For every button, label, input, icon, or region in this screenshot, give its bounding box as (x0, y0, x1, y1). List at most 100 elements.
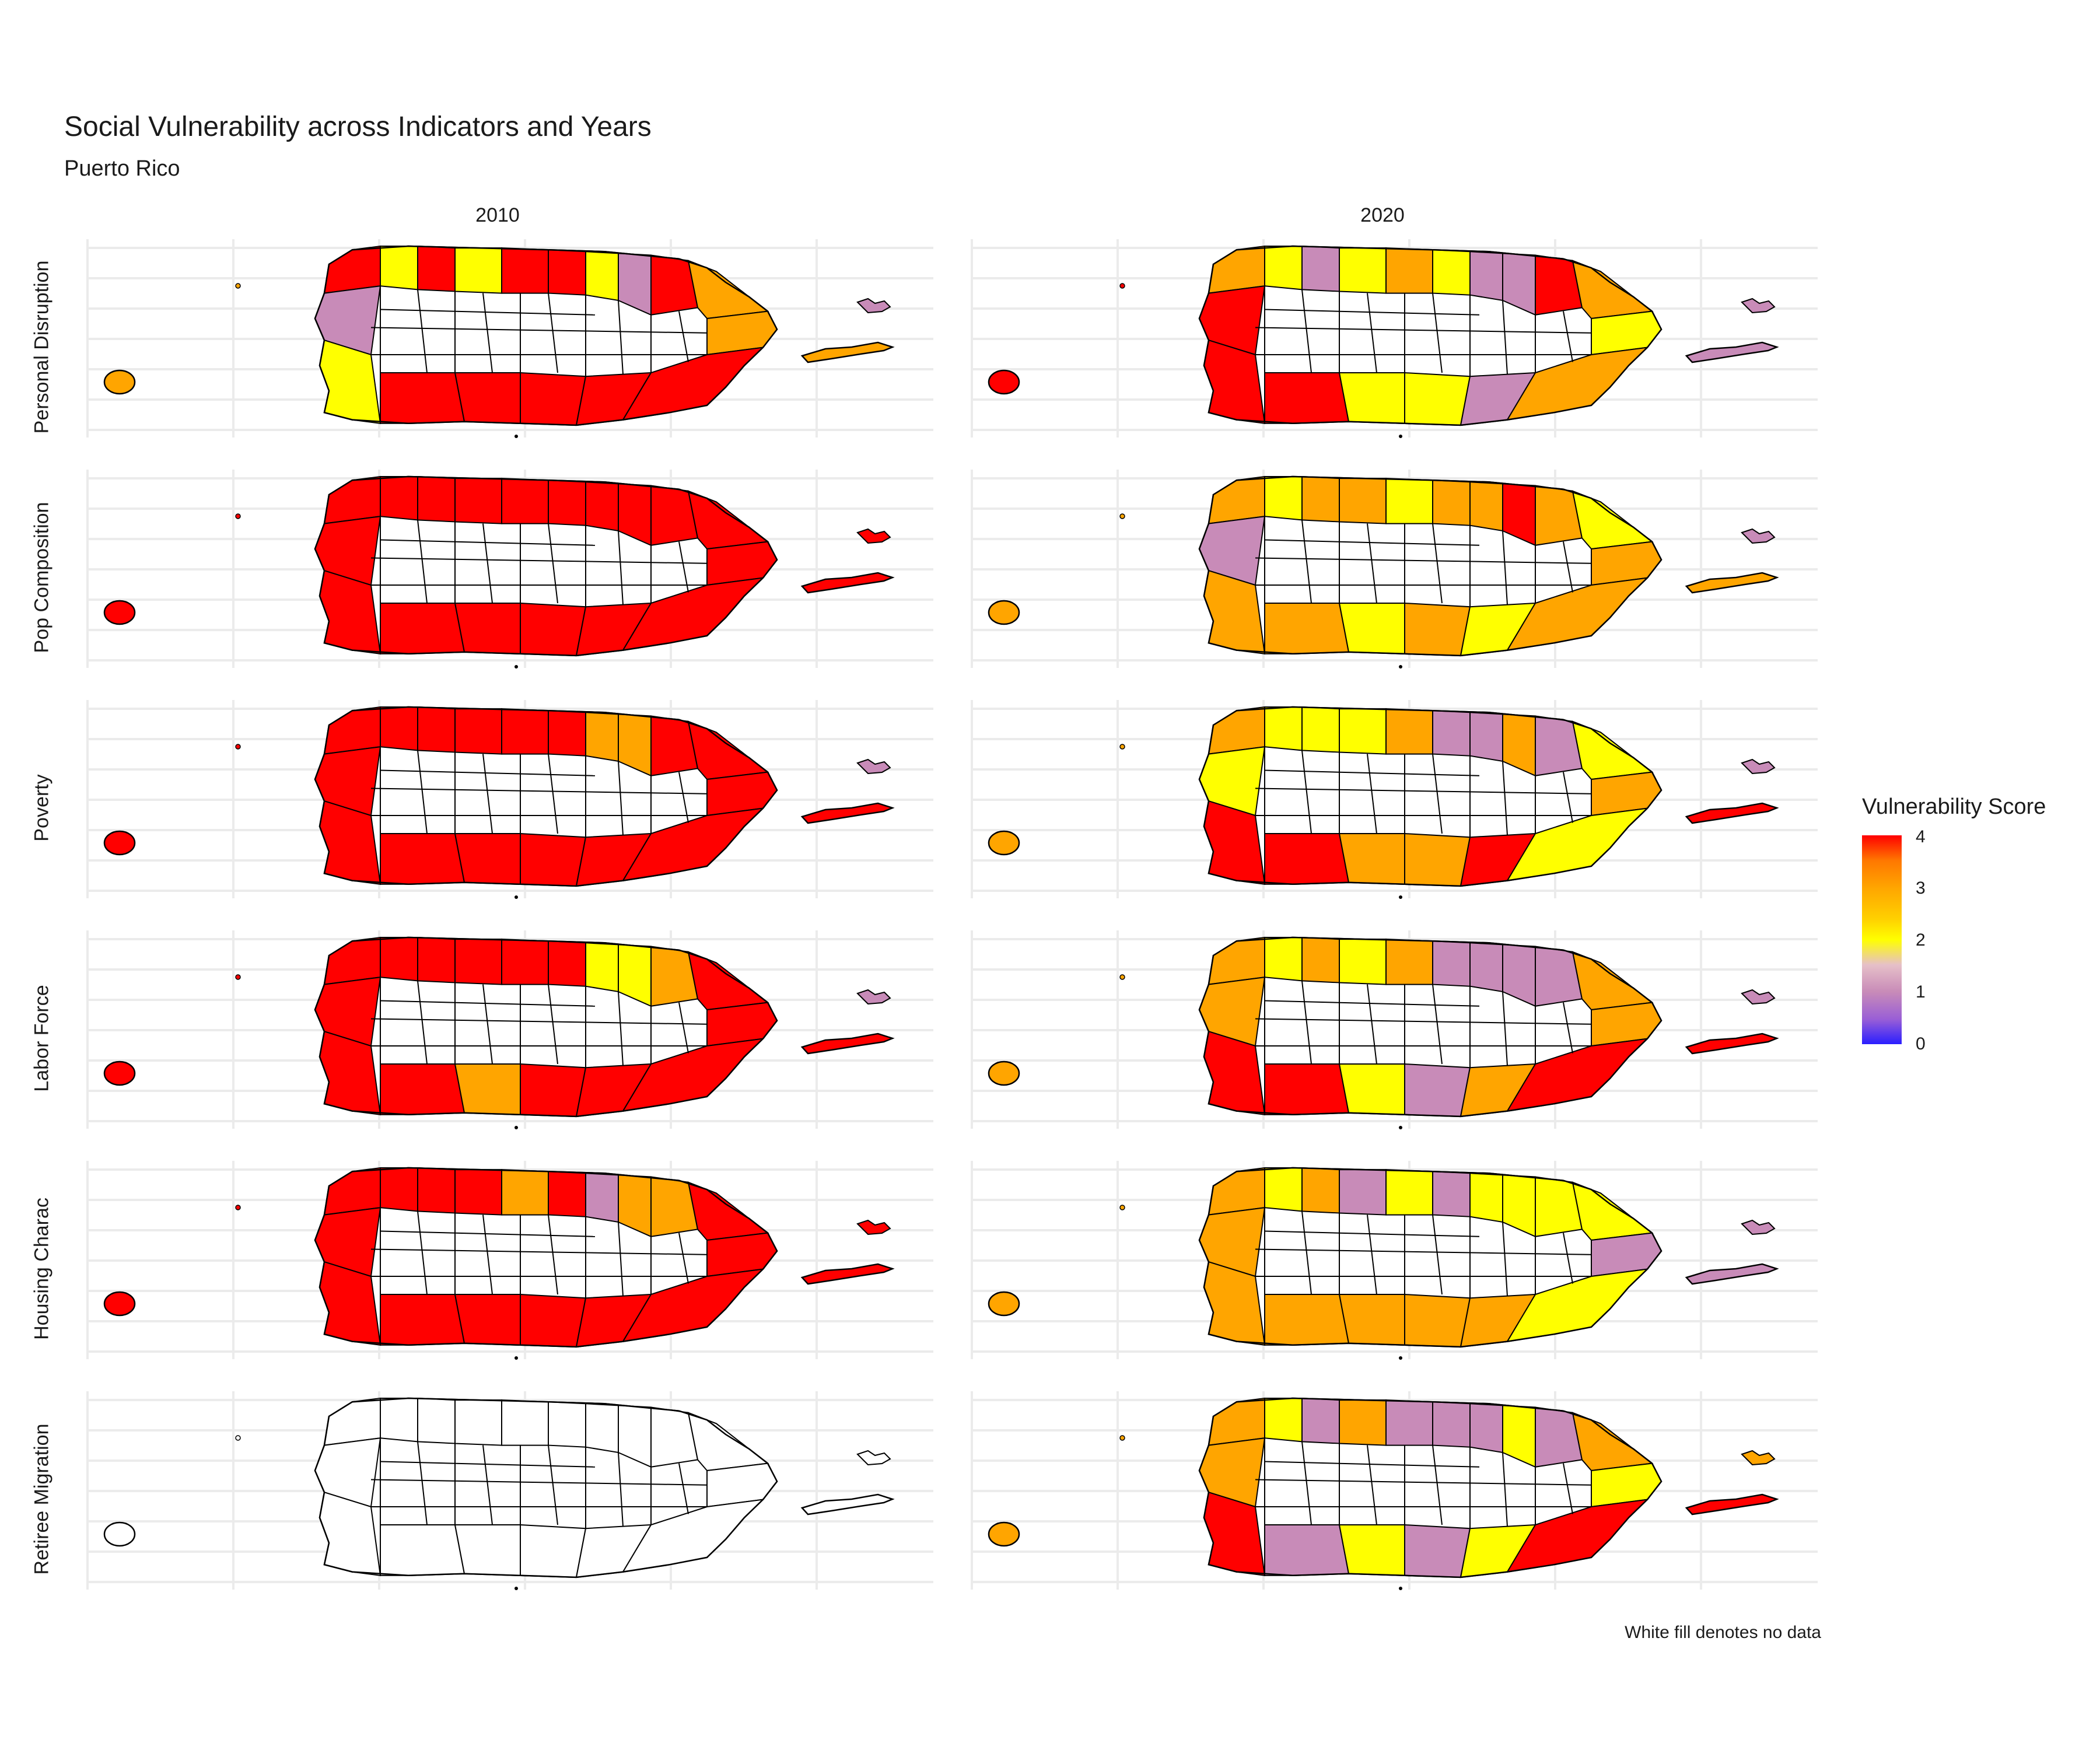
municipality-region (1339, 939, 1387, 985)
municipality-region (323, 475, 381, 524)
vieques-island (1685, 1032, 1779, 1055)
municipality-boundary (1367, 754, 1377, 834)
municipality-region (323, 1167, 381, 1216)
municipality-boundary (548, 984, 558, 1065)
municipality-boundary (1301, 750, 1312, 834)
municipality-boundary (1563, 1463, 1573, 1514)
municipality-boundary (1264, 309, 1480, 316)
mona-island (103, 600, 136, 625)
municipality-boundary (1301, 1211, 1312, 1295)
municipality-boundary (1432, 523, 1443, 604)
municipality-region (323, 245, 381, 294)
municipality-boundary (1563, 541, 1573, 593)
municipality-region (520, 1293, 587, 1348)
municipality-region (548, 1401, 586, 1448)
municipality-boundary (548, 1445, 558, 1525)
map-panel-2010-pop-composition (86, 470, 933, 668)
municipality-region (417, 1397, 456, 1444)
municipality-region (1264, 833, 1350, 885)
map-panel-2010-personal-disruption (86, 239, 933, 438)
municipality-boundary (1502, 761, 1508, 836)
map-panel-2010-retiree-migration (86, 1391, 933, 1590)
vieques-island (800, 1493, 895, 1516)
municipality-boundary (1301, 1441, 1312, 1525)
municipality-region (585, 481, 619, 532)
municipality-region (454, 247, 502, 294)
main-island-border (314, 475, 778, 657)
municipality-region (1469, 942, 1503, 993)
municipality-region (1208, 1167, 1265, 1216)
municipality-region (380, 1167, 418, 1212)
municipality-region (454, 1063, 521, 1115)
municipality-region (1404, 832, 1471, 887)
municipality-boundary (482, 523, 493, 604)
municipality-region (1338, 1294, 1405, 1346)
municipality-boundary (380, 1461, 596, 1468)
municipality-region (706, 1232, 778, 1278)
municipality-boundary (618, 1452, 624, 1527)
vieques-island (800, 802, 895, 824)
culebra-island (1741, 528, 1776, 544)
municipality-boundary (618, 530, 624, 606)
municipality-region (380, 1294, 466, 1346)
municipality-region (1404, 1293, 1471, 1348)
caja-de-muertos-island (1399, 1587, 1402, 1590)
municipality-region (1208, 475, 1265, 524)
municipality-region (323, 936, 381, 985)
desecheo-island (235, 283, 241, 289)
municipality-region (1469, 1172, 1503, 1223)
municipality-region (1572, 490, 1654, 550)
municipality-boundary (1255, 1479, 1592, 1486)
municipality-boundary (417, 981, 428, 1065)
municipality-region (1591, 771, 1662, 817)
municipality-region (1591, 310, 1662, 356)
map-panel-2010-poverty (86, 700, 933, 899)
main-island-border (1198, 936, 1662, 1118)
main-island-border (1198, 706, 1662, 887)
municipality-region (1301, 936, 1340, 984)
municipality-boundary (482, 1214, 493, 1295)
municipality-region (687, 260, 769, 320)
municipality-boundary (417, 289, 428, 373)
municipality-boundary (678, 772, 689, 823)
desecheo-island (1119, 1435, 1125, 1441)
chart-title: Social Vulnerability across Indicators a… (64, 111, 652, 142)
main-island-border (1198, 245, 1662, 426)
municipality-region (687, 1181, 769, 1241)
municipality-region (1385, 247, 1433, 294)
municipality-region (1385, 708, 1433, 755)
municipality-region (454, 478, 502, 524)
municipality-region (417, 1167, 456, 1214)
mona-island (988, 1060, 1020, 1086)
desecheo-island (235, 974, 241, 980)
municipality-boundary (678, 1233, 689, 1284)
municipality-region (1264, 476, 1303, 521)
municipality-region (1432, 480, 1471, 526)
municipality-region (323, 1397, 381, 1446)
municipality-region (1385, 939, 1433, 985)
desecheo-island (1119, 513, 1125, 519)
municipality-region (585, 1403, 619, 1454)
caja-de-muertos-island (514, 1587, 518, 1590)
municipality-region (380, 1398, 418, 1443)
desecheo-island (235, 744, 241, 750)
legend-color-bar (1862, 835, 1902, 1044)
culebra-island (856, 298, 891, 314)
municipality-boundary (548, 293, 558, 373)
municipality-region (1264, 372, 1350, 424)
municipality-boundary (548, 1214, 558, 1295)
municipality-region (1338, 833, 1405, 885)
municipality-boundary (482, 754, 493, 834)
chart-subtitle: Puerto Rico (64, 156, 180, 181)
municipality-region (501, 939, 549, 985)
municipality-region (380, 246, 418, 290)
municipality-region (1338, 1524, 1405, 1576)
municipality-region (706, 310, 778, 356)
mona-island (988, 600, 1020, 625)
municipality-region (1591, 1232, 1662, 1278)
municipality-boundary (1432, 984, 1443, 1065)
culebra-island (1741, 989, 1776, 1005)
legend-tick-4: 4 (1916, 827, 1926, 846)
municipality-boundary (370, 327, 708, 334)
municipality-region (1469, 481, 1503, 532)
